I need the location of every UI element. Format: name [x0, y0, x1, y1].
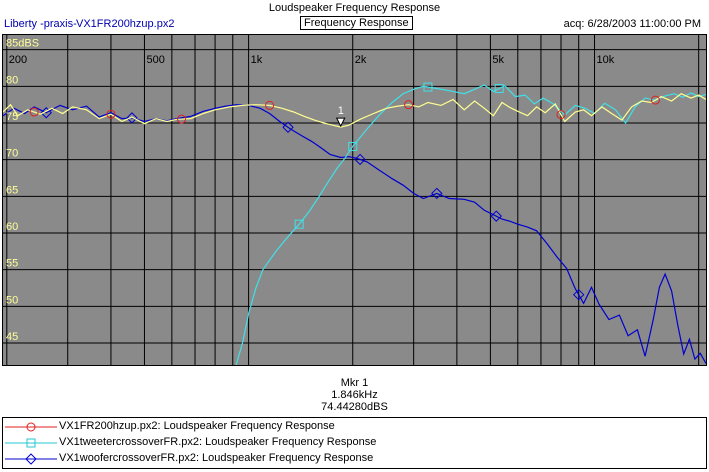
diamond-icon: [5, 453, 57, 465]
overall-marker-point: [556, 110, 566, 120]
frequency-response-plot[interactable]: 200 500 1k 2k 5k 10k 85dBS 80 75 70 65 60 55 50 45 1: [2, 35, 707, 366]
marker-layer: 1: [335, 105, 346, 128]
legend-label: VX1tweetercrossoverFR.px2: Loudspeaker F…: [59, 436, 377, 448]
woofer-marker-point: [354, 153, 366, 166]
marker-frequency: 1.846kHz: [331, 389, 378, 401]
legend-item[interactable]: VX1FR200hzup.px2: Loudspeaker Frequency …: [3, 419, 706, 435]
woofer-marker-point: [431, 187, 443, 200]
marker-level: 74.44280dBS: [321, 401, 388, 413]
plot-background: [3, 35, 706, 365]
axis-labels: 200 500 1k 2k 5k 10k 85dBS 80 75 70 65 60 55 50 45: [6, 38, 615, 343]
marker-tag: 1: [338, 105, 344, 117]
legend-item[interactable]: VX1tweetercrossoverFR.px2: Loudspeaker F…: [3, 435, 706, 451]
tweeter-marker-point: [294, 219, 304, 229]
legend-label: VX1FR200hzup.px2: Loudspeaker Frequency …: [59, 420, 335, 432]
overall-series-line: [2, 93, 707, 128]
woofer-marker-point: [126, 112, 138, 124]
tweeter-series-line: [235, 84, 707, 366]
woofer-marker-point: [282, 121, 294, 133]
overall-marker-point: [265, 100, 275, 110]
y-tick-label: 50: [6, 294, 18, 306]
woofer-marker-point: [40, 107, 52, 119]
marker-triangle-icon: [335, 117, 346, 128]
overall-marker-point: [177, 114, 187, 124]
woofer-marker-point: [490, 210, 502, 222]
tweeter-marker-point: [423, 82, 433, 92]
legend-item[interactable]: VX1woofercrossoverFR.px2: Loudspeaker Fr…: [3, 451, 706, 467]
y-tick-label: 70: [6, 148, 18, 160]
woofer-series-line: [2, 104, 707, 364]
window-title: Loudspeaker Frequency Response: [268, 2, 441, 14]
x-tick-label: 10k: [597, 54, 615, 66]
legend-label: VX1woofercrossoverFR.px2: Loudspeaker Fr…: [59, 452, 374, 464]
overall-marker-point: [29, 107, 39, 117]
y-tick-label: 75: [6, 111, 18, 123]
marker-readout: Mkr 1 1.846kHz 74.44280dBS: [0, 377, 709, 413]
y-tick-label: 55: [6, 258, 18, 270]
y-tick-label: 65: [6, 184, 18, 196]
tweeter-marker-point: [494, 83, 504, 93]
tweeter-marker-point: [348, 141, 358, 151]
mode-button[interactable]: Frequency Response: [300, 16, 413, 30]
app-name: Liberty -praxis-: [4, 18, 77, 30]
x-tick-label: 500: [146, 54, 164, 66]
series-layer: [2, 82, 707, 366]
overall-marker-point: [404, 100, 414, 110]
x-tick-label: 200: [9, 54, 27, 66]
circle-icon: [5, 422, 57, 432]
x-tick-label: 5k: [492, 54, 504, 66]
y-tick-label: 45: [6, 331, 18, 343]
x-tick-label: 2k: [355, 54, 367, 66]
y-tick-label: 60: [6, 221, 18, 233]
marker-label: Mkr 1: [340, 377, 369, 389]
y-tick-label: 80: [6, 74, 18, 86]
overall-marker-point: [106, 109, 116, 119]
chart-frame[interactable]: 200 500 1k 2k 5k 10k 85dBS 80 75 70 65 60 55 50 45 1: [2, 34, 707, 366]
grid-lines: [3, 35, 706, 365]
y-tick-label: 85dBS: [6, 38, 39, 50]
legend: VX1FR200hzup.px2: Loudspeaker Frequency …: [2, 417, 707, 469]
file-name: VX1FR200hzup.px2: [76, 18, 175, 30]
overall-marker-point: [650, 95, 660, 105]
acquisition-date: acq: 6/28/2003 11:00:00 PM: [563, 18, 701, 30]
woofer-marker-point: [572, 288, 585, 301]
square-icon: [5, 438, 57, 448]
x-tick-label: 1k: [251, 54, 263, 66]
